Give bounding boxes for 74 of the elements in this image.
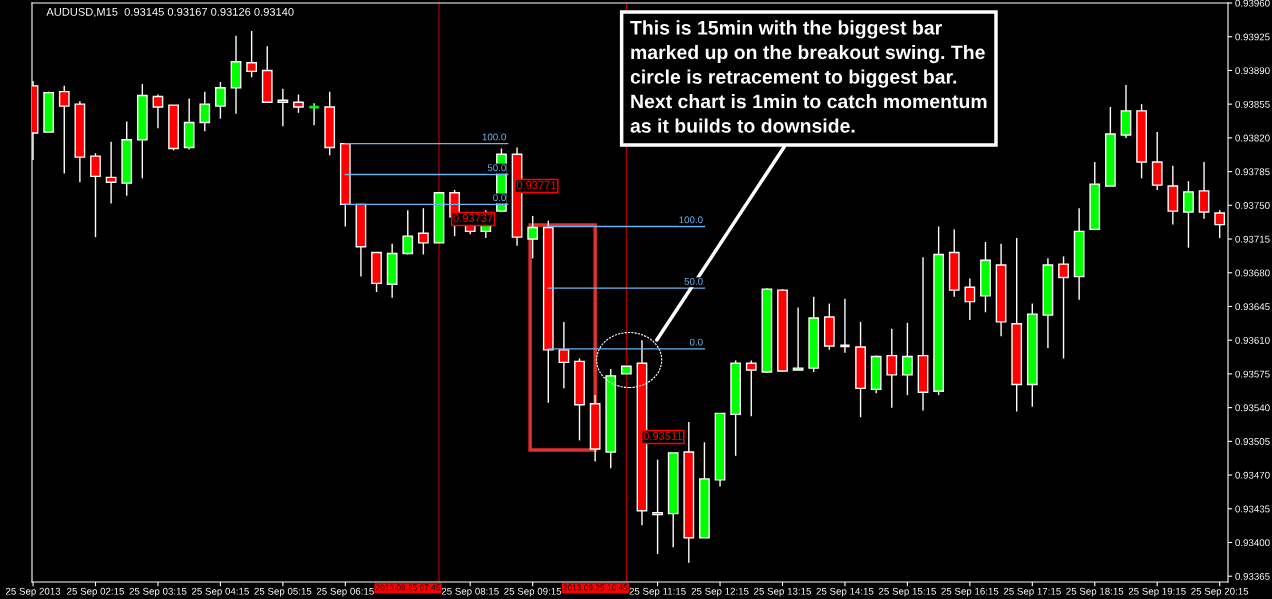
candlestick	[215, 81, 226, 120]
x-tick-label: 25 Sep 04:15	[191, 587, 249, 597]
y-tick-label: 0.93400	[1235, 539, 1270, 547]
x-tick-label: 25 Sep 05:15	[254, 587, 312, 597]
candlestick	[652, 458, 663, 555]
y-tick-label: 0.93645	[1235, 303, 1270, 311]
candlestick	[1151, 131, 1163, 191]
candlestick	[402, 209, 414, 256]
y-tick-label: 0.93610	[1235, 336, 1270, 344]
y-tick-label: 0.93680	[1235, 269, 1270, 277]
y-tick-label: 0.93890	[1235, 67, 1270, 75]
ref-line-label: 2013.09.25 07:45	[375, 584, 441, 591]
series-label: 50.0	[684, 277, 703, 285]
candlestick	[902, 322, 913, 396]
ref-line-label: 2013.09.25 10:45	[563, 584, 628, 591]
x-tick-label: 25 Sep 20:15	[1191, 587, 1249, 597]
annotation: 0.93511	[643, 432, 682, 440]
x-tick-label: 25 Sep 18:15	[1066, 587, 1124, 597]
y-tick-label: 0.93785	[1235, 168, 1270, 176]
y-tick-label: 0.93820	[1235, 134, 1270, 142]
x-tick-label: 25 Sep 2013	[5, 587, 61, 597]
candlestick	[58, 85, 70, 175]
x-tick-label: 25 Sep 12:15	[691, 587, 749, 597]
candlestick	[964, 277, 976, 321]
series-label: 0.0	[689, 338, 703, 346]
candlestick	[1183, 180, 1194, 249]
annotation: 0.93771	[516, 181, 556, 189]
y-tick-label: 0.93540	[1235, 404, 1270, 412]
x-tick-label: 25 Sep 11:15	[629, 587, 686, 597]
y-tick-label: 0.93750	[1235, 202, 1270, 209]
x-tick-label: 25 Sep 15:15	[878, 587, 936, 597]
x-tick-label: 25 Sep 09:15	[504, 587, 562, 597]
candlestick	[1058, 255, 1069, 360]
x-tick-label: 25 Sep 03:15	[129, 587, 187, 597]
candlestick	[277, 88, 289, 128]
x-tick-label: 25 Sep 08:15	[441, 587, 499, 597]
candlestick	[293, 93, 304, 114]
candlestick	[838, 298, 852, 354]
candlestick	[152, 93, 164, 129]
candlestick	[1214, 209, 1226, 239]
y-tick-label: 0.93715	[1235, 235, 1270, 243]
candlestick	[792, 306, 804, 371]
candlestick	[199, 90, 211, 132]
x-tick-label: 25 Sep 19:15	[1128, 587, 1186, 597]
candlestick	[527, 215, 539, 259]
y-tick-label: 0.93925	[1235, 33, 1270, 41]
candlestick	[1198, 161, 1210, 220]
x-tick-label: 25 Sep 13:15	[754, 587, 812, 597]
candlestick	[886, 327, 898, 409]
y-tick-label: 0.93435	[1235, 505, 1270, 513]
chart-title: AUDUSD,M15 0.93145 0.93167 0.93126 0.93140	[46, 7, 294, 18]
annotation: This is 15min with the biggest bar marked up on the breakout swing. The circle is retracement to biggest bar. Next chart is 1min to catch momentum as it builds to downside.	[630, 20, 987, 133]
series-label: 100.0	[679, 216, 703, 224]
y-tick-label: 0.93505	[1235, 438, 1270, 445]
y-tick-label: 0.93960	[1235, 0, 1270, 7]
y-tick-label: 0.93575	[1235, 370, 1270, 378]
candlestick	[418, 207, 429, 256]
candlestick	[105, 141, 117, 205]
candlestick	[246, 30, 258, 78]
x-tick-label: 25 Sep 16:15	[941, 587, 999, 597]
x-tick-label: 25 Sep 14:15	[816, 587, 874, 597]
x-tick-label: 25 Sep 17:15	[1003, 587, 1061, 597]
series-label: 0.0	[493, 194, 506, 202]
candlestick	[745, 359, 757, 417]
y-tick-label: 0.93855	[1235, 100, 1270, 108]
x-tick-label: 25 Sep 02:15	[67, 587, 125, 597]
y-tick-label: 0.93365	[1235, 572, 1270, 580]
series-label: 50.0	[487, 164, 506, 172]
x-tick-label: 25 Sep 06:15	[316, 587, 374, 597]
annotation: 0.93737	[453, 214, 493, 222]
series-label: 100.0	[482, 133, 506, 141]
candlestick	[90, 152, 101, 238]
candlestick	[308, 102, 321, 127]
y-tick-label: 0.93470	[1235, 471, 1270, 479]
